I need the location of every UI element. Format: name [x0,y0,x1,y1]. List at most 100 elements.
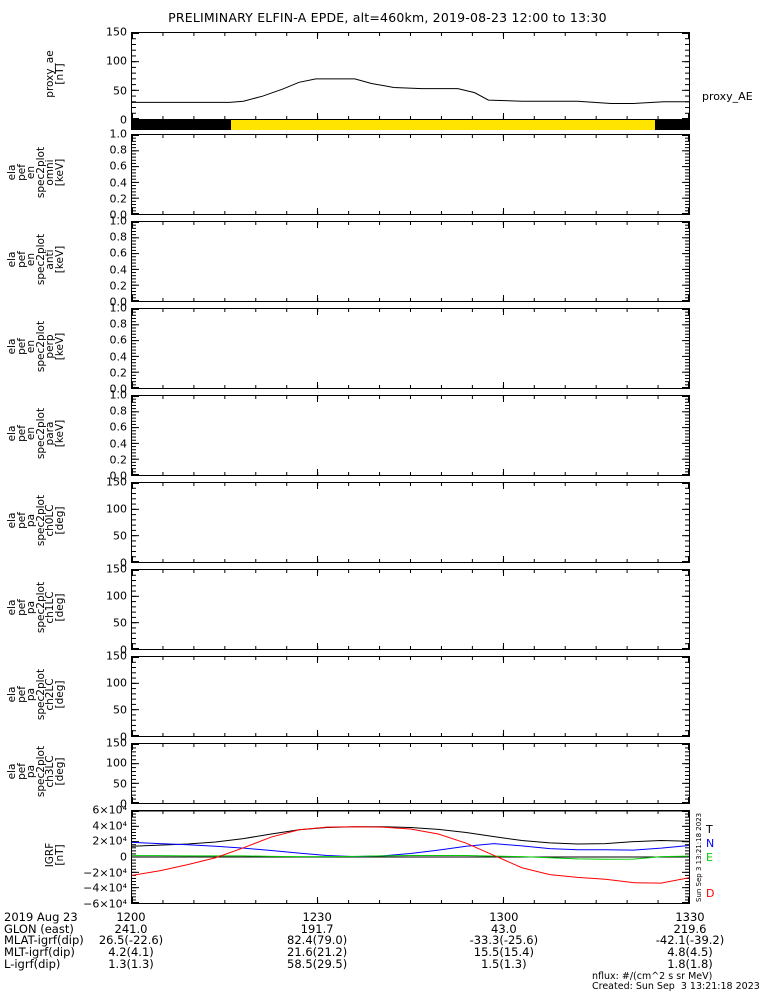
y-axis-title-line: [keV] [53,158,66,187]
y-tick-label: 150 [106,649,127,663]
y-tick-labels-igrf: 6×10⁴ 4×10⁴ 2×10⁴ 0 −2×10⁴ −4×10⁴ −6×10⁴ [71,804,127,911]
y-axis-title-en-perp: ela pef en spec2plot perp [keV] [6,306,66,387]
panel-pa-ch0lc [131,482,690,563]
day-night-segment-day [230,120,656,130]
x-axis-value: 1.8(1.8) [667,956,713,971]
y-tick-label: 1.0 [109,388,128,402]
panel-plot-area-en-omni [132,135,689,214]
y-axis-title-line: [deg] [53,593,66,622]
y-tick-label: 0.4 [109,176,128,190]
day-night-segment-night [655,120,690,130]
y-tick-label: 0.8 [109,230,128,244]
series-D [132,826,689,884]
x-axis-value: -33.3(-25.6) [469,933,539,948]
panel-plot-area-pa-ch2lc [132,657,689,736]
x-axis-value: 43.0 [491,921,517,936]
igrf-legend-D: D [706,887,715,900]
x-axis-row-label: MLT-igrf(dip) [4,945,75,960]
y-tick-labels-pa-ch1lc: 150 100 50 0 [71,563,127,657]
y-tick-labels-pa-ch2lc: 150 100 50 0 [71,650,127,744]
x-axis-value: 219.6 [673,921,707,936]
panel-plot-area-en-perp [132,309,689,388]
y-tick-labels-en-omni: 1.0 0.8 0.6 0.4 0.2 0.0 [71,128,128,222]
y-tick-label: 6×10⁴ [92,803,127,817]
y-tick-labels-pa-ch3lc: 150 100 50 0 [71,737,127,811]
y-tick-label: 0.8 [109,404,128,418]
y-tick-label: 100 [106,756,127,770]
y-tick-label: 0 [120,643,127,657]
x-tick-label: 1330 [675,910,705,924]
y-tick-label: 0.4 [109,263,128,277]
y-tick-label: 1.0 [109,301,128,315]
panel-igrf [131,810,690,904]
y-tick-label: 0 [120,730,127,744]
igrf-legend-E: E [706,851,713,864]
panel-en-anti [131,221,690,302]
y-axis-title-line: [nT] [53,844,66,866]
y-axis-title-line: [deg] [53,506,66,535]
y-axis-title-pa-ch1lc: ela pef pa spec2plot ch1LC [deg] [6,567,66,648]
y-tick-label: 0 [120,556,127,570]
y-tick-label: 50 [113,84,127,98]
panel-plot-area-igrf [132,811,689,903]
y-axis-title-line: [keV] [53,419,66,448]
y-axis-title-pa-ch2lc: ela pef pa spec2plot ch2LC [deg] [6,654,66,735]
y-tick-label: 0.8 [109,317,128,331]
y-axis-title-en-anti: ela pef en spec2plot anti [keV] [6,219,66,300]
y-tick-label: 50 [113,703,127,717]
series-N [132,841,689,858]
x-axis-value: 15.5(15.4) [473,945,534,960]
x-axis-value: 58.5(29.5) [287,956,348,971]
x-axis-value: 1.5(1.3) [481,956,527,971]
y-tick-label: 0.2 [109,366,128,380]
panel-en-perp [131,308,690,389]
y-tick-label: 100 [106,54,127,68]
day-night-segment-night [131,120,231,130]
panel-proxy-ae [131,32,690,120]
y-tick-labels-proxy-ae: 150 100 50 0 [71,26,127,127]
igrf-legend-N: N [706,837,715,850]
footer-units: nflux: #/(cm^2 s sr MeV) [592,971,713,982]
y-tick-label: 0.6 [109,159,128,173]
y-tick-label: 0.2 [109,279,128,293]
y-tick-labels-en-para: 1.0 0.8 0.6 0.4 0.2 0.0 [71,389,128,483]
x-axis-value: 4.2(4.1) [108,945,154,960]
y-tick-label: 4×10⁴ [92,819,127,833]
y-tick-label: 100 [106,589,127,603]
y-tick-labels-pa-ch0lc: 150 100 50 0 [71,476,127,570]
y-tick-label: 150 [106,475,127,489]
y-tick-label: 0.6 [109,333,128,347]
y-axis-title-proxy-ae: proxy_ae [nT] [44,30,66,118]
panel-plot-area-pa-ch0lc [132,483,689,562]
x-axis-value: 191.7 [300,921,334,936]
x-axis-row-label: GLON (east) [4,921,74,936]
y-tick-label: 150 [106,562,127,576]
y-tick-label: 150 [106,25,127,39]
right-label-proxy-ae: proxy_AE [702,90,753,104]
y-axis-title-en-omni: ela pef en spec2plot omni [keV] [6,132,66,213]
panel-plot-area-pa-ch3lc [132,744,689,803]
x-axis-value: -42.1(-39.2) [655,933,725,948]
x-axis-row-label: MLAT-igrf(dip) [4,933,84,948]
day-night-bar [131,120,690,130]
y-tick-label: 0.8 [109,143,128,157]
igrf-created-stamp: Sun Sep 3 13:21:18 2023 [695,812,703,902]
y-tick-label: 0.0 [109,208,128,222]
series-E [132,854,689,860]
y-tick-label: 0.4 [109,437,128,451]
panel-pa-ch2lc [131,656,690,737]
y-tick-labels-en-anti: 1.0 0.8 0.6 0.4 0.2 0.0 [71,215,128,309]
panel-pa-ch3lc [131,743,690,804]
y-tick-label: 50 [113,616,127,630]
x-axis-value: 26.5(-22.6) [98,933,164,948]
panel-plot-area-pa-ch1lc [132,570,689,649]
igrf-legend-T: T [706,823,713,836]
y-tick-label: 0.6 [109,246,128,260]
panel-plot-area-en-para [132,396,689,475]
y-tick-label: 100 [106,676,127,690]
y-tick-labels-en-perp: 1.0 0.8 0.6 0.4 0.2 0.0 [71,302,128,396]
x-axis-value: 4.8(4.5) [667,945,713,960]
x-axis-value: 241.0 [114,921,148,936]
y-tick-label: 0 [120,797,127,811]
